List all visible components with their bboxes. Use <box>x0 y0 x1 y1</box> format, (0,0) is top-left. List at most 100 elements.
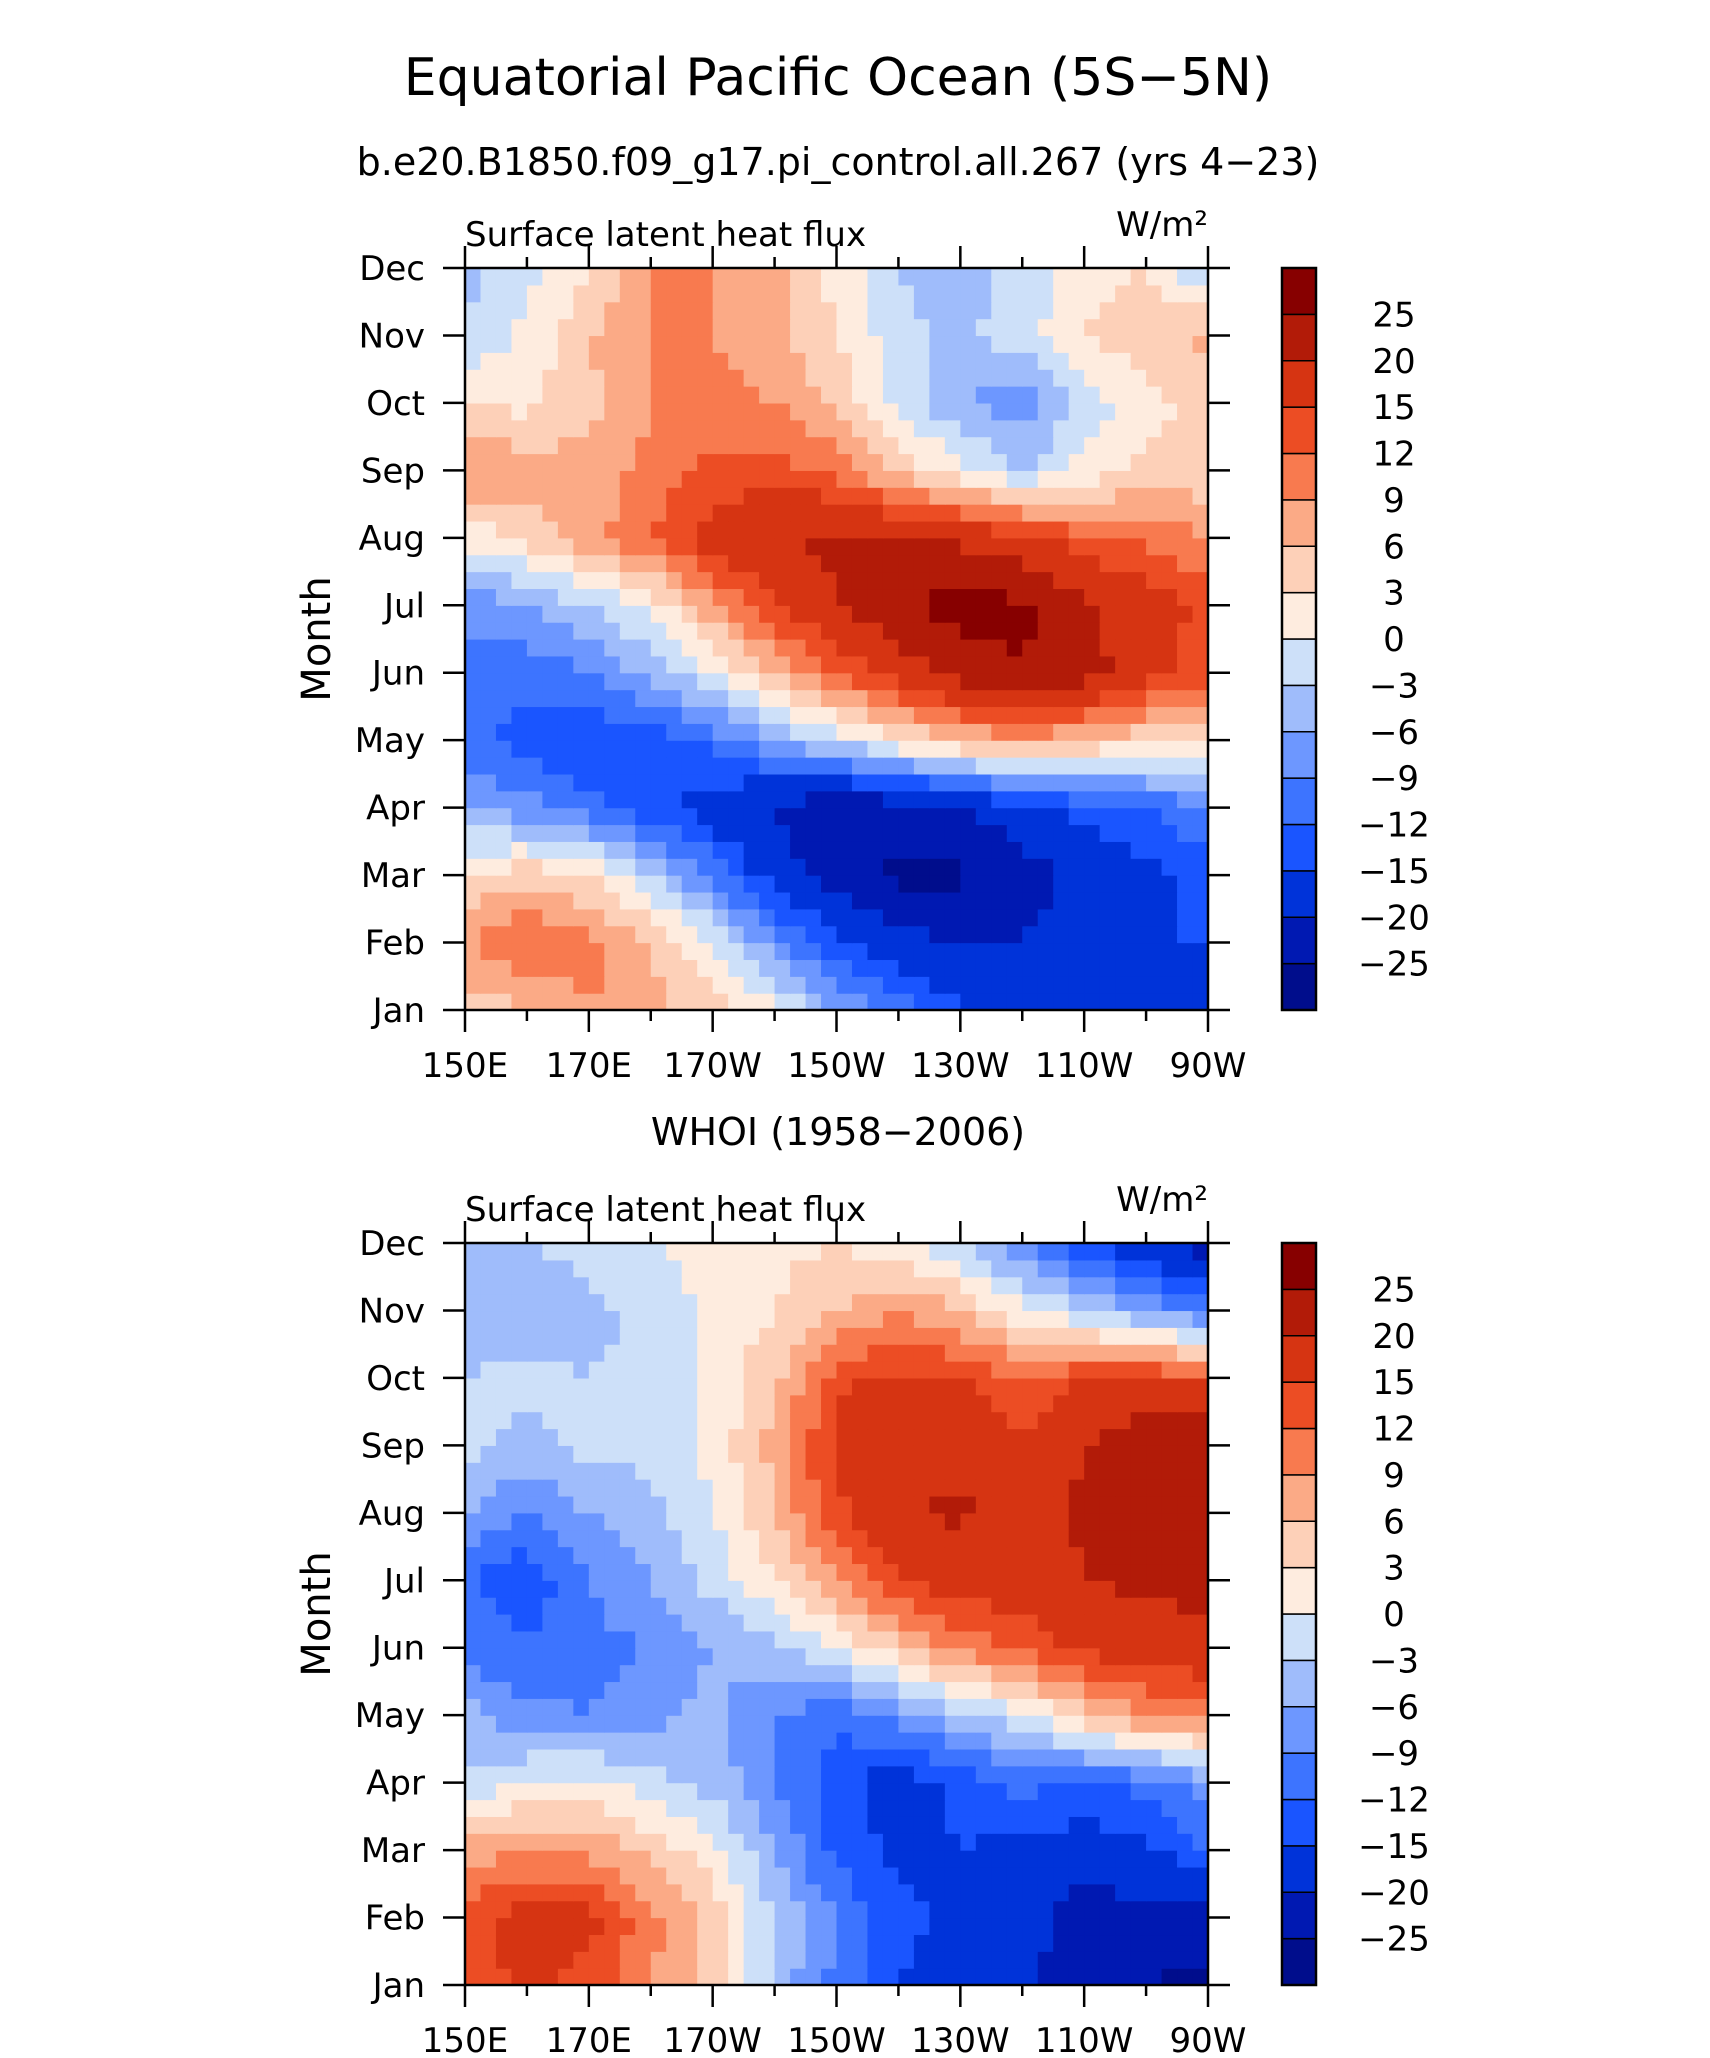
heatmap-cell <box>728 1951 745 1969</box>
heatmap-cell <box>542 1344 559 1362</box>
heatmap-cell <box>929 1900 946 1919</box>
heatmap-cell <box>929 689 946 708</box>
heatmap-cell <box>944 1934 961 1952</box>
heatmap-cell <box>1146 1782 1163 1801</box>
heatmap-cell <box>929 335 946 353</box>
heatmap-cell <box>1037 571 1054 590</box>
heatmap-cell <box>1068 622 1085 640</box>
heatmap-cell <box>851 1883 869 1902</box>
heatmap-cell <box>542 470 559 488</box>
heatmap-cell <box>650 959 667 977</box>
heatmap-cell <box>588 1715 605 1733</box>
heatmap-cell <box>604 1850 621 1868</box>
heatmap-cell <box>1161 301 1178 320</box>
heatmap-cell <box>1192 824 1209 842</box>
heatmap-cell <box>728 1934 745 1952</box>
heatmap-cell <box>728 1462 745 1480</box>
heatmap-cell <box>495 520 513 539</box>
y-tick-label: Feb <box>365 1899 425 1939</box>
heatmap-cell <box>1130 318 1147 337</box>
heatmap-cell <box>1053 537 1070 556</box>
heatmap-cell <box>1099 453 1116 471</box>
heatmap-cell <box>650 1850 667 1868</box>
heatmap-cell <box>882 672 900 691</box>
heatmap-cell <box>944 622 961 640</box>
heatmap-cell <box>898 1529 915 1548</box>
heatmap-cell <box>1053 1563 1070 1581</box>
heatmap-cell <box>851 487 869 505</box>
heatmap-cell <box>1053 639 1070 657</box>
heatmap-cell <box>759 1462 776 1480</box>
heatmap-cell <box>1099 1546 1116 1565</box>
heatmap-cell <box>480 976 497 994</box>
heatmap-cell <box>465 807 482 826</box>
heatmap-cell <box>526 1647 543 1666</box>
heatmap-cell <box>681 571 698 590</box>
heatmap-cell <box>495 1546 513 1565</box>
heatmap-cell <box>1037 773 1054 792</box>
heatmap-cell <box>1068 1850 1085 1868</box>
heatmap-cell <box>851 1951 869 1969</box>
heatmap-cell <box>1099 1276 1116 1295</box>
heatmap-cell <box>604 1327 621 1345</box>
heatmap-cell <box>790 672 807 691</box>
heatmap-cell <box>882 301 900 320</box>
heatmap-cell <box>1146 1479 1163 1497</box>
heatmap-cell <box>991 1765 1008 1784</box>
heatmap-cell <box>1053 402 1070 421</box>
heatmap-cell <box>1161 453 1178 471</box>
heatmap-cell <box>650 824 667 842</box>
heatmap-cell <box>728 655 745 674</box>
heatmap-cell <box>480 773 497 792</box>
heatmap-cell <box>650 1462 667 1480</box>
heatmap-cell <box>1006 537 1023 556</box>
heatmap-cell <box>542 740 559 758</box>
heatmap-cell <box>960 284 977 303</box>
heatmap-cell <box>851 723 869 741</box>
heatmap-cell <box>1068 1614 1085 1632</box>
heatmap-cell <box>790 1327 807 1345</box>
heatmap-cell <box>1115 875 1132 893</box>
heatmap-cell <box>929 858 946 876</box>
heatmap-cell <box>697 1681 714 1699</box>
heatmap-cell <box>465 1580 482 1598</box>
heatmap-cell <box>1068 891 1085 910</box>
heatmap-cell <box>650 554 667 573</box>
colorbar-swatch <box>1281 777 1317 826</box>
heatmap-cell <box>666 1681 683 1699</box>
heatmap-cell <box>511 1293 528 1312</box>
heatmap-cell <box>526 1428 543 1446</box>
heatmap-cell <box>480 1327 497 1345</box>
heatmap-cell <box>681 1344 698 1362</box>
heatmap-cell <box>681 537 698 556</box>
heatmap-cell <box>821 318 838 337</box>
heatmap-cell <box>759 790 776 809</box>
heatmap-cell <box>1146 537 1163 556</box>
heatmap-cell <box>557 655 574 674</box>
heatmap-cell <box>1146 875 1163 893</box>
heatmap-cell <box>557 1276 574 1295</box>
heatmap-cell <box>666 335 683 353</box>
heatmap-cell <box>975 369 992 387</box>
heatmap-cell <box>1006 1850 1023 1868</box>
heatmap-cell <box>666 1883 683 1902</box>
heatmap-cell <box>1146 1968 1163 1986</box>
heatmap-cell <box>681 1715 698 1733</box>
heatmap-cell <box>526 436 543 455</box>
heatmap-cell <box>960 1816 977 1834</box>
heatmap-cell <box>712 1799 729 1817</box>
heatmap-cell <box>557 891 574 910</box>
heatmap-cell <box>759 1782 776 1801</box>
heatmap-cell <box>743 1394 760 1413</box>
heatmap-cell <box>867 1344 884 1362</box>
heatmap-cell <box>619 993 636 1011</box>
heatmap-cell <box>526 740 543 758</box>
heatmap-cell <box>882 1479 900 1497</box>
heatmap-cell <box>774 1344 791 1362</box>
heatmap-cell <box>542 689 559 708</box>
heatmap-cell <box>526 554 543 573</box>
heatmap-cell <box>557 942 574 961</box>
heatmap-cell <box>635 1563 652 1581</box>
heatmap-cell <box>944 1866 961 1885</box>
heatmap-cell <box>542 571 559 590</box>
